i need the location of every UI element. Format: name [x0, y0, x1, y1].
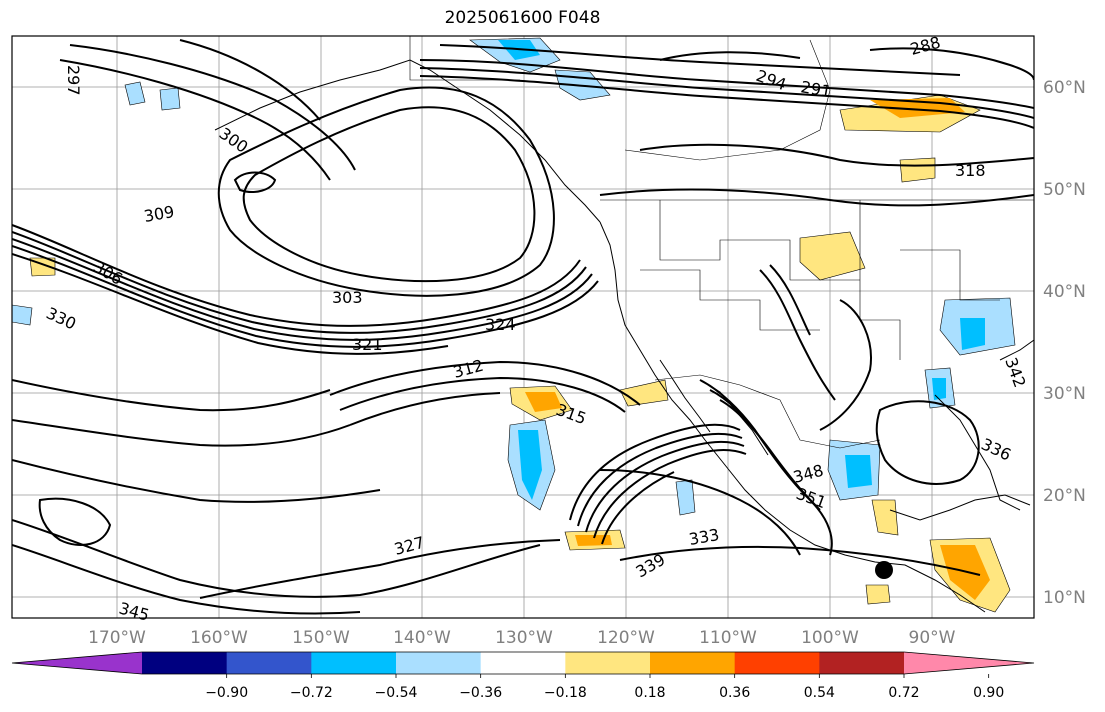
colorbar-tick-labels: −0.90 −0.72 −0.54 −0.36 −0.18 0.18 0.36 0.54 0.7… [205, 674, 1004, 701]
fill-yellow-mexico2 [871, 499, 899, 536]
colorbar-tick-label: 0.72 [888, 685, 919, 701]
contour-label: 318 [955, 161, 986, 180]
contour-label: 303 [332, 288, 363, 307]
lat-tick-label: 10°N [1043, 588, 1086, 608]
colorbar-segment [904, 652, 1034, 674]
lon-tick-label: 110°W [699, 628, 757, 648]
map-title: 2025061600 F048 [444, 8, 601, 28]
contour-label: 297 [64, 65, 83, 96]
colorbar-tick-label: −0.90 [205, 685, 248, 701]
colorbar-segment [12, 652, 142, 674]
colorbar-segment [396, 652, 482, 674]
lat-tick-label: 20°N [1043, 486, 1086, 506]
fill-yellow-small [865, 584, 891, 605]
colorbar-tick-label: −0.72 [290, 685, 333, 701]
lon-tick-label: 120°W [597, 628, 655, 648]
colorbar-segment [565, 652, 651, 674]
colorbar-tick-label: 0.90 [973, 685, 1004, 701]
colorbar [11, 651, 1035, 675]
colorbar-tick-label: 0.18 [634, 685, 665, 701]
borders [409, 36, 1034, 449]
colorbar-segment [734, 652, 820, 674]
colorbar-tick-label: −0.36 [459, 685, 502, 701]
map-frame [11, 35, 1035, 619]
contour-label: 324 [485, 315, 516, 334]
shaded-fills [12, 37, 1016, 613]
colorbar-tick-label: 0.54 [804, 685, 835, 701]
fill-cyan-mexico [845, 455, 872, 488]
lat-tick-label: 30°N [1043, 384, 1086, 404]
contour-label: 321 [352, 335, 383, 354]
location-marker [875, 561, 893, 579]
colorbar-segment [480, 652, 566, 674]
colorbar-segment [819, 652, 905, 674]
fill-blue-west [12, 304, 33, 326]
latitude-tick-labels: 60°N 50°N 40°N 30°N 20°N 10°N [1043, 78, 1086, 608]
longitude-tick-labels: 170°W 160°W 150°W 140°W 130°W 120°W 110°W 100°W… [88, 628, 956, 648]
fill-yellow-ne [899, 157, 936, 183]
colorbar-tick-label: 0.36 [719, 685, 750, 701]
colorbar-segment [311, 652, 397, 674]
fill-cyan-mid [518, 430, 542, 500]
colorbar-segment [226, 652, 312, 674]
lon-tick-label: 170°W [88, 628, 146, 648]
fill-orange-central-am [940, 545, 990, 600]
fill-orange-pac [525, 392, 562, 412]
fill-blue-pacific-w2 [159, 87, 181, 111]
fill-cyan-east [932, 378, 946, 400]
colorbar-tick-label: −0.18 [544, 685, 587, 701]
contours [12, 39, 1034, 615]
lon-tick-label: 160°W [190, 628, 248, 648]
lon-tick-label: 140°W [393, 628, 451, 648]
lon-tick-label: 150°W [292, 628, 350, 648]
lon-tick-label: 100°W [801, 628, 859, 648]
fill-yellow-plains [799, 231, 866, 281]
colorbar-tick-label: −0.54 [375, 685, 418, 701]
lat-tick-label: 40°N [1043, 282, 1086, 302]
lat-tick-label: 60°N [1043, 78, 1086, 98]
lon-tick-label: 130°W [495, 628, 553, 648]
colorbar-segment [142, 652, 228, 674]
lon-tick-label: 90°W [909, 628, 956, 648]
lat-tick-label: 50°N [1043, 180, 1086, 200]
fill-blue-pacific-w [124, 81, 146, 106]
fill-cyan-great-lakes [960, 318, 985, 350]
colorbar-segment [650, 652, 736, 674]
colorbar-outline [11, 651, 1035, 675]
